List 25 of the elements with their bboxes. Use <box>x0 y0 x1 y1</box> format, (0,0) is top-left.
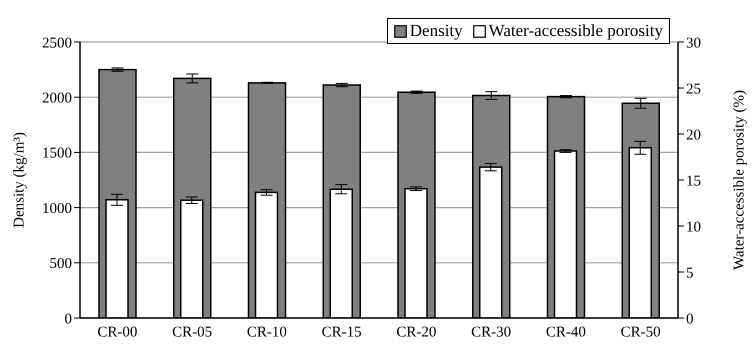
legend-label: Density <box>410 21 463 41</box>
y2-tick-label: 20 <box>686 127 701 144</box>
y2-tick-label: 5 <box>686 265 694 282</box>
y-axis-title: Density (kg/m³) <box>11 132 28 228</box>
y-tick-label: 500 <box>50 256 72 272</box>
x-tick-label: CR-00 <box>97 324 138 341</box>
x-tick-label: CR-40 <box>546 324 586 341</box>
x-tick-label: CR-20 <box>396 324 436 341</box>
x-tick-label: CR-15 <box>322 324 362 341</box>
x-tick-label: CR-10 <box>246 324 287 341</box>
x-tick-label: CR-50 <box>620 324 661 341</box>
y2-tick-label: 10 <box>686 219 701 236</box>
y2-axis-title: Water-accessible porosity (%) <box>731 90 748 270</box>
y-tick-label: 1000 <box>42 200 72 217</box>
y2-tick-label: 0 <box>686 311 694 328</box>
y-tick-label: 1500 <box>42 146 72 162</box>
x-tick-label: CR-05 <box>172 324 212 341</box>
y-tick-label: 2500 <box>42 35 72 52</box>
y2-tick-label: 15 <box>686 173 701 190</box>
legend-label: Water-accessible porosity <box>488 21 663 41</box>
y2-tick-label: 25 <box>686 81 701 98</box>
x-tick-label: CR-30 <box>471 324 512 341</box>
y-tick-label: 2000 <box>42 90 72 107</box>
y2-tick-label: 30 <box>686 35 701 52</box>
y-tick-label: 0 <box>64 311 72 328</box>
